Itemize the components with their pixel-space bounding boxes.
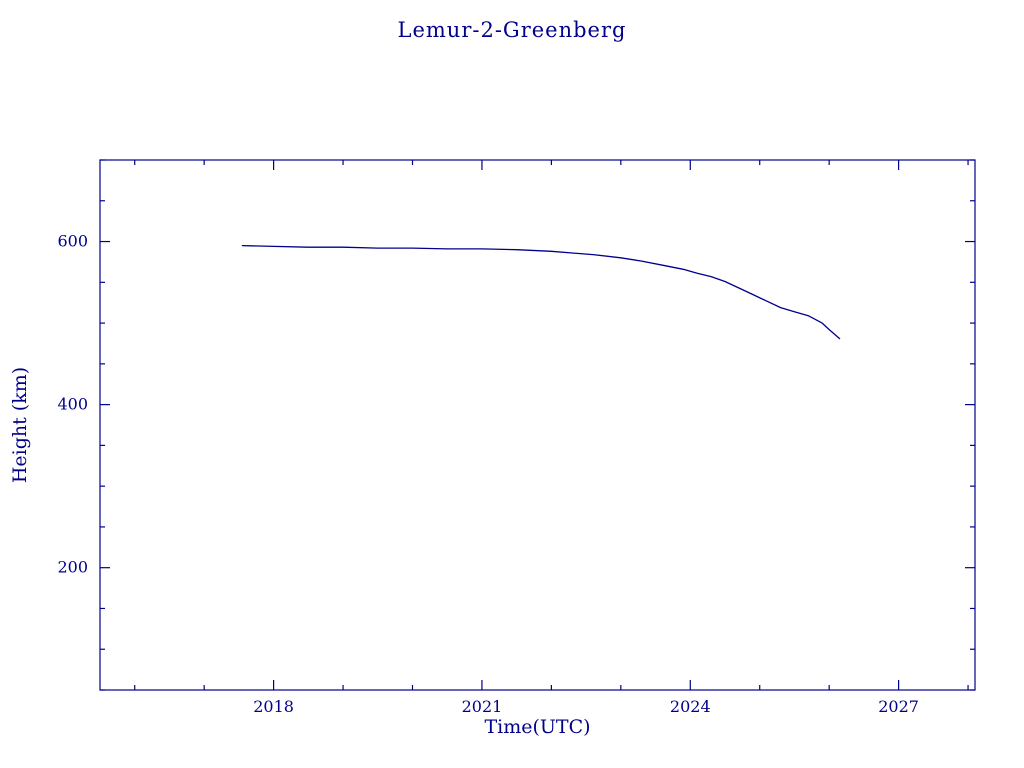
x-tick-label: 2024	[670, 697, 711, 716]
y-axis-ticks	[100, 159, 975, 691]
data-line-orbit-height	[241, 244, 841, 340]
y-tick-label: 600	[57, 232, 88, 251]
x-axis-label: Time(UTC)	[484, 716, 591, 738]
y-tick-label: 400	[57, 395, 88, 414]
y-tick-labels: 200 400 600	[57, 232, 88, 577]
x-tick-label: 2027	[878, 697, 919, 716]
y-axis-label: Height (km)	[9, 366, 31, 484]
x-tick-label: 2018	[253, 697, 294, 716]
y-tick-label: 200	[57, 558, 88, 577]
x-axis-ticks	[134, 160, 969, 690]
chart-title: Lemur-2-Greenberg	[397, 18, 627, 42]
x-tick-labels: 2018 2021 2024 2027	[253, 697, 919, 716]
x-tick-label: 2021	[462, 697, 503, 716]
axis-frame	[99, 159, 976, 691]
